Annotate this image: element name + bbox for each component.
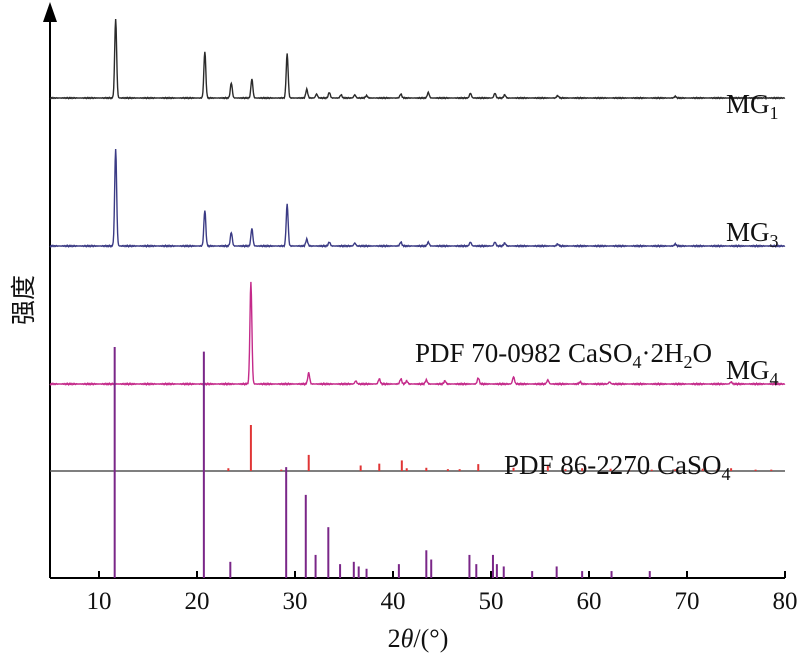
series-5-label: PDF 70-0982 CaSO4·2H2O xyxy=(415,338,712,372)
series-1-line xyxy=(49,19,786,100)
trace-labels: MG1 MG3 MG4 PDF 86-2270 CaSO4 PDF 70-0982 Ca… xyxy=(415,89,779,484)
series-1 xyxy=(49,19,786,100)
x-tick-label-70: 70 xyxy=(675,588,700,615)
series-2-label: MG3 xyxy=(726,217,779,251)
x-tick-label-40: 40 xyxy=(381,588,406,615)
x-tick-label-60: 60 xyxy=(577,588,602,615)
series-1-label: MG1 xyxy=(726,89,779,123)
x-tick-label-30: 30 xyxy=(283,588,308,615)
series-3-line xyxy=(49,281,786,387)
series-2-line xyxy=(49,149,786,249)
x-axis-title: 2θ/(°) xyxy=(388,624,449,653)
series-5 xyxy=(113,347,651,578)
x-tick-label-80: 80 xyxy=(773,588,798,615)
x-tick-label-10: 10 xyxy=(87,588,112,615)
y-axis-arrow-icon xyxy=(43,2,57,22)
x-tick-label-20: 20 xyxy=(185,588,210,615)
series-4-label: PDF 86-2270 CaSO4 xyxy=(504,450,731,484)
series-3 xyxy=(49,281,786,387)
y-axis-title: 强度 xyxy=(9,275,38,325)
x-tick-label-50: 50 xyxy=(479,588,504,615)
series-4 xyxy=(50,425,785,472)
traces xyxy=(49,19,786,578)
series-2 xyxy=(49,149,786,249)
axes xyxy=(43,2,785,579)
x-ticks: 10 20 30 40 50 60 70 80 xyxy=(87,571,798,615)
series-3-label: MG4 xyxy=(726,355,779,389)
